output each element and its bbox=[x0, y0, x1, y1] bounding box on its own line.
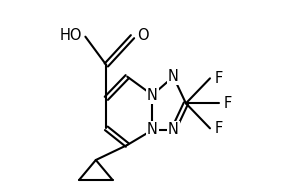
Text: HO: HO bbox=[59, 28, 82, 43]
Text: F: F bbox=[215, 121, 223, 136]
Text: F: F bbox=[224, 96, 232, 111]
Text: N: N bbox=[168, 69, 179, 84]
Text: N: N bbox=[147, 87, 158, 102]
Text: F: F bbox=[215, 71, 223, 86]
Text: N: N bbox=[168, 123, 179, 137]
Text: O: O bbox=[137, 28, 149, 43]
Text: N: N bbox=[147, 123, 158, 137]
